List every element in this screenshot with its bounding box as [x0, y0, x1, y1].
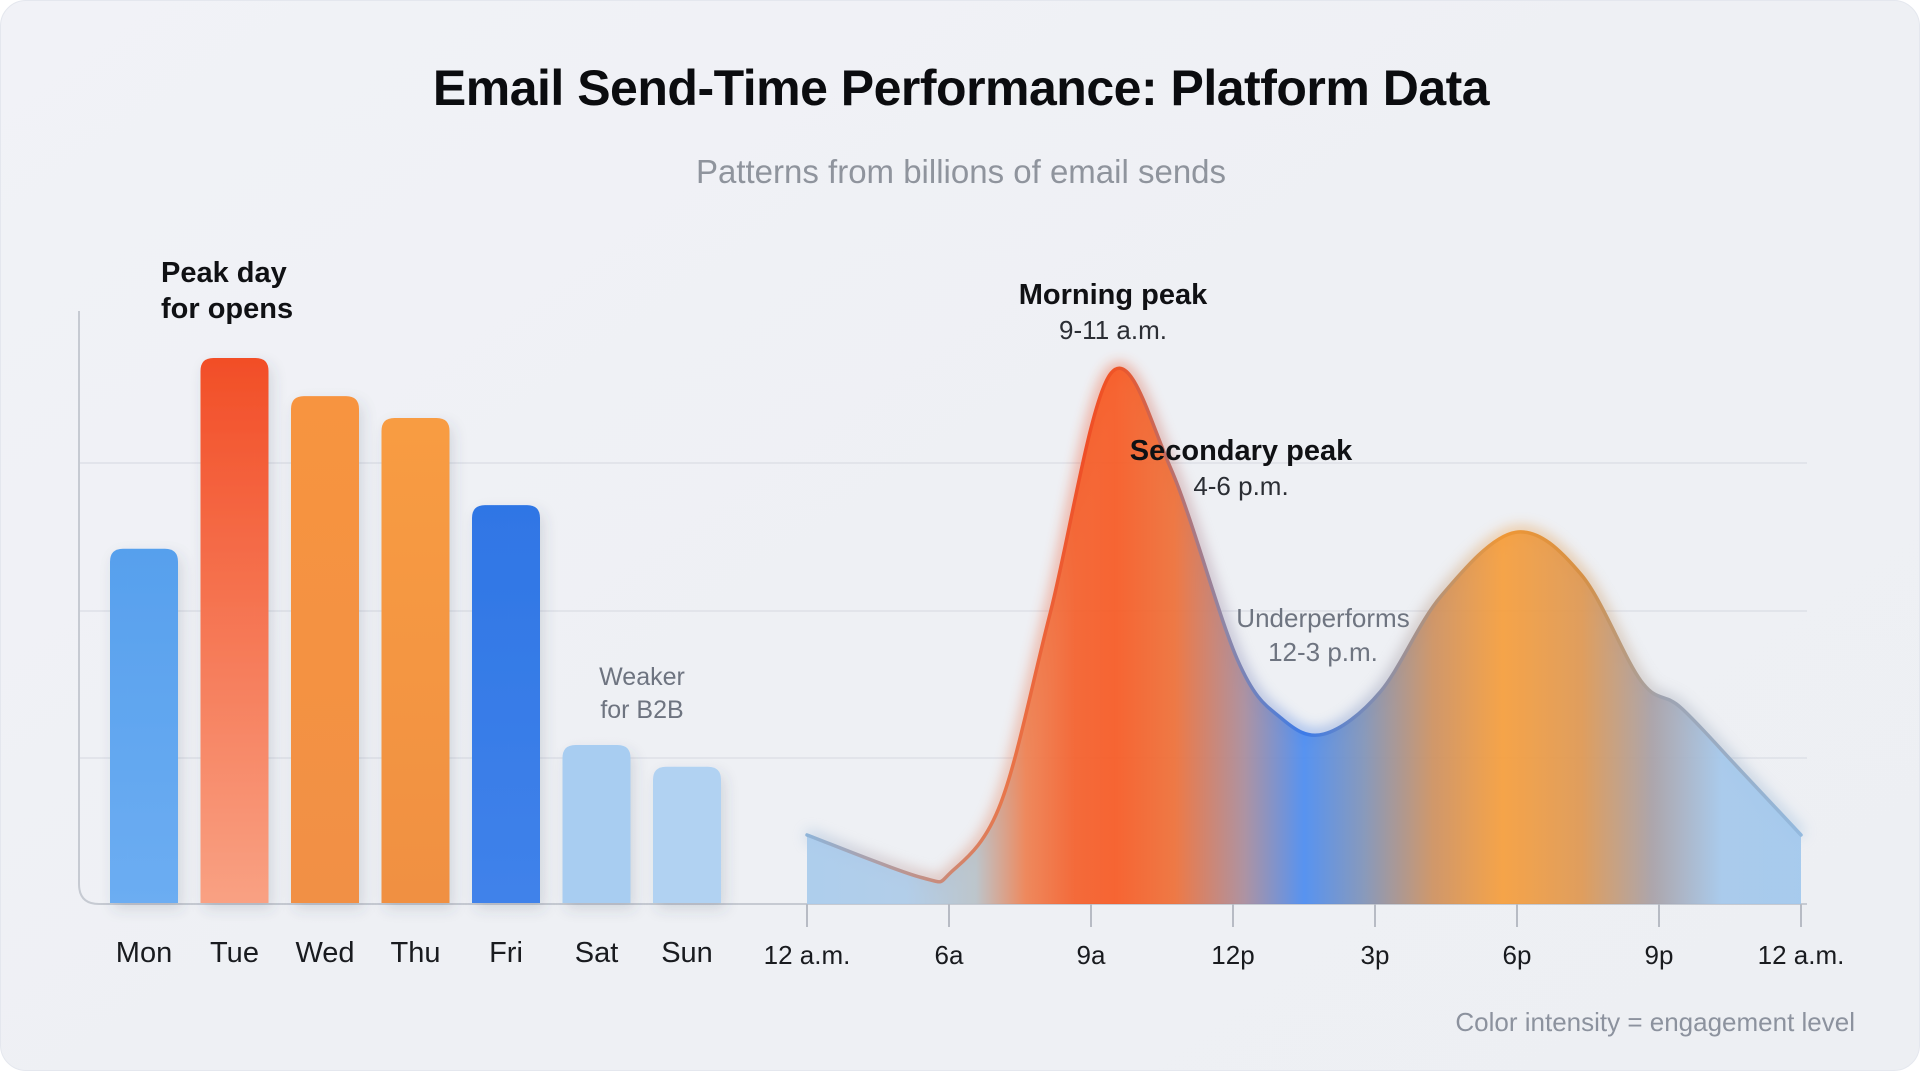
- axis-line: [78, 311, 1807, 905]
- annotation-weaker-line2: for B2B: [600, 696, 684, 724]
- engagement-curve: [805, 366, 1803, 884]
- annotation-morning-peak-time: 9-11 a.m.: [1059, 315, 1167, 345]
- engagement-area: [807, 368, 1801, 904]
- page-title: Email Send-Time Performance: Platform Da…: [432, 60, 1490, 116]
- bar-thu: [381, 417, 450, 903]
- annotation-underperforms: Underperforms 12-3 p.m.: [1123, 601, 1523, 669]
- bar-mon: [110, 548, 178, 903]
- x-label-tue: Tue: [210, 937, 259, 969]
- time-label-4: 3p: [1360, 940, 1390, 970]
- annotation-peak-day-line1: Peak day: [161, 257, 287, 289]
- annotation-underperforms-line2: 12-3 p.m.: [1268, 637, 1378, 667]
- x-label-sun: Sun: [661, 937, 713, 969]
- annotation-weaker-b2b: Weaker for B2B: [542, 661, 742, 727]
- annotation-secondary-peak-title: Secondary peak: [1129, 435, 1353, 467]
- annotation-peak-day: Peak day for opens: [161, 255, 293, 327]
- annotation-morning-peak-title: Morning peak: [1018, 279, 1208, 311]
- bar-tue: [200, 358, 269, 903]
- time-label-5: 6p: [1502, 940, 1532, 970]
- annotation-morning-peak: Morning peak 9-11 a.m.: [913, 277, 1313, 347]
- time-label-1: 6a: [934, 940, 964, 970]
- time-label-7: 12 a.m.: [1757, 940, 1845, 970]
- annotation-secondary-peak-time: 4-6 p.m.: [1193, 471, 1289, 501]
- annotation-weaker-line1: Weaker: [599, 663, 685, 691]
- time-label-2: 9a: [1076, 940, 1106, 970]
- x-label-mon: Mon: [115, 937, 173, 969]
- annotation-secondary-peak: Secondary peak 4-6 p.m.: [1041, 433, 1441, 503]
- annotation-peak-day-line2: for opens: [161, 293, 294, 325]
- time-label-6: 9p: [1644, 940, 1674, 970]
- time-label-3: 12p: [1211, 940, 1255, 970]
- bar-sun: [653, 766, 721, 903]
- time-label-0: 12 a.m.: [763, 940, 851, 970]
- annotation-underperforms-line1: Underperforms: [1236, 603, 1410, 633]
- bar-sat: [562, 744, 631, 903]
- bar-fri: [472, 505, 540, 903]
- x-label-sat: Sat: [574, 937, 619, 969]
- page-subtitle: Patterns from billions of email sends: [695, 153, 1227, 190]
- x-label-thu: Thu: [390, 937, 441, 969]
- color-legend-note: Color intensity = engagement level: [1455, 1007, 1855, 1037]
- x-label-fri: Fri: [489, 937, 523, 969]
- x-label-wed: Wed: [295, 937, 355, 969]
- bar-wed: [291, 396, 359, 903]
